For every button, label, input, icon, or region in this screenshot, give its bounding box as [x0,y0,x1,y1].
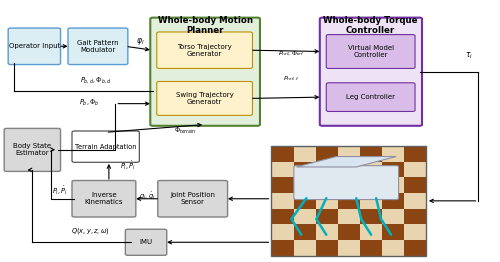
Bar [338,162,360,177]
Text: $P_i, \dot{P}_i$: $P_i, \dot{P}_i$ [120,159,136,172]
Bar [382,240,404,255]
FancyBboxPatch shape [150,18,260,126]
Bar [360,146,382,162]
FancyBboxPatch shape [126,229,166,255]
Bar [404,240,426,255]
Bar [272,209,293,224]
Text: Swing Trajectory
Generaotr: Swing Trajectory Generaotr [176,92,234,105]
Bar [294,240,316,255]
Bar [382,162,404,177]
Bar [338,240,360,255]
Bar [360,193,382,209]
Text: Operator Input: Operator Input [8,43,60,49]
Bar [382,193,404,209]
Bar [338,209,360,224]
FancyBboxPatch shape [294,166,399,200]
FancyBboxPatch shape [158,181,228,217]
Text: $q_i, \dot{q}_i$: $q_i, \dot{q}_i$ [140,190,156,201]
Bar [272,146,293,162]
Bar [382,177,404,193]
Text: Leg Controller: Leg Controller [346,94,395,100]
Bar [338,193,360,209]
Bar [294,162,316,177]
Bar [360,209,382,224]
Bar [382,224,404,240]
Bar [272,224,293,240]
Bar [316,240,338,255]
Text: Torso Trajectory
Generator: Torso Trajectory Generator [178,44,232,57]
Text: $P_i, \dot{P}_i$: $P_i, \dot{P}_i$ [52,184,68,197]
Bar [404,177,426,193]
Text: Whole-body Torque
Controller: Whole-body Torque Controller [324,16,418,35]
Text: $P_{b,d},\Phi_{b,d}$: $P_{b,d},\Phi_{b,d}$ [80,75,111,85]
Text: $P_{ref}, \Phi_{ref}$: $P_{ref}, \Phi_{ref}$ [278,49,304,58]
Text: Gait Pattern
Modulator: Gait Pattern Modulator [77,40,118,53]
Text: $P_b,\Phi_b$: $P_b,\Phi_b$ [79,98,100,108]
Bar [294,193,316,209]
Text: $P_{ref,f}$: $P_{ref,f}$ [284,75,300,84]
Text: Terrain Adaptation: Terrain Adaptation [75,144,136,150]
FancyBboxPatch shape [8,28,60,64]
Bar [338,177,360,193]
FancyBboxPatch shape [72,181,136,217]
FancyBboxPatch shape [326,83,415,111]
Text: IMU: IMU [140,239,152,245]
Text: $\Phi_{terrain}$: $\Phi_{terrain}$ [174,125,197,135]
Text: Inverse
Kinematics: Inverse Kinematics [84,192,123,205]
Text: $\varphi_l$: $\varphi_l$ [136,36,144,47]
Text: $Q(x,y,z,\omega)$: $Q(x,y,z,\omega)$ [71,226,110,236]
Bar [404,193,426,209]
Bar [404,224,426,240]
Bar [382,209,404,224]
Bar [338,146,360,162]
Bar [382,146,404,162]
FancyBboxPatch shape [68,28,128,64]
Bar [316,146,338,162]
Bar [316,193,338,209]
Bar [272,162,293,177]
Bar [294,177,316,193]
FancyBboxPatch shape [320,18,422,126]
FancyBboxPatch shape [157,32,252,68]
Bar [316,224,338,240]
Bar [360,162,382,177]
Text: Whole-body Motion
Planner: Whole-body Motion Planner [158,16,252,35]
FancyBboxPatch shape [326,35,415,68]
Bar [294,146,316,162]
Bar [272,193,293,209]
FancyBboxPatch shape [4,128,60,171]
Bar [294,224,316,240]
Bar [360,177,382,193]
Text: Virtual Model
Controller: Virtual Model Controller [348,45,394,58]
Bar [404,146,426,162]
Bar [272,177,293,193]
Polygon shape [296,156,396,167]
FancyBboxPatch shape [157,81,252,115]
Bar [294,209,316,224]
Text: Body State
Estimator: Body State Estimator [14,143,52,156]
Text: $\tau_i$: $\tau_i$ [466,50,473,61]
Bar [272,240,293,255]
Bar [404,162,426,177]
Bar [272,146,426,255]
Bar [338,224,360,240]
Text: Joint Position
Sensor: Joint Position Sensor [170,192,215,205]
Bar [316,209,338,224]
Bar [316,162,338,177]
Bar [360,224,382,240]
Bar [360,240,382,255]
FancyBboxPatch shape [72,131,140,162]
Bar [316,177,338,193]
Bar [404,209,426,224]
